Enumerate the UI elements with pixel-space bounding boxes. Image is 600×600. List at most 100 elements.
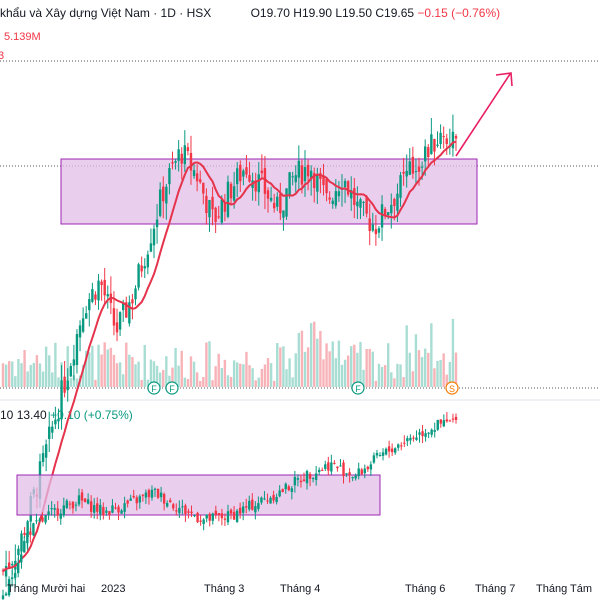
volume-bar — [331, 341, 334, 387]
candle-body — [115, 322, 119, 333]
candle-body — [353, 188, 356, 205]
event-marker-letter: S — [449, 384, 455, 394]
candle-body — [112, 308, 116, 326]
volume-bar — [51, 372, 54, 387]
sub-candle-body — [50, 508, 53, 510]
volume-bar — [451, 318, 455, 387]
sub-candle-body — [7, 579, 11, 596]
candle-body — [72, 359, 76, 366]
candle-body — [211, 196, 214, 210]
sub-candle-body — [269, 497, 272, 504]
candle-body — [63, 376, 66, 393]
candle-body — [325, 178, 328, 194]
volume-bar — [414, 334, 418, 387]
volume-bar — [23, 350, 26, 387]
volume-bar — [186, 378, 190, 387]
sub-candle-body — [102, 507, 105, 516]
volume-bar — [371, 351, 374, 387]
volume-bar — [29, 364, 32, 387]
sub-candle-body — [251, 499, 254, 510]
sub-candle-body — [138, 496, 142, 503]
volume-bar — [393, 378, 396, 387]
volume-bar — [236, 362, 239, 387]
sub-candle-body — [333, 462, 336, 464]
candle-body — [387, 212, 390, 216]
sub-candle-body — [44, 515, 47, 523]
candle-body — [362, 201, 365, 203]
sub-candle-body — [357, 468, 360, 477]
sub-candle-body — [23, 540, 26, 553]
candle-body — [454, 136, 458, 139]
candle-body — [322, 175, 325, 186]
sub-candle-body — [126, 500, 129, 504]
volume-bar — [417, 350, 421, 387]
candle-body — [158, 189, 162, 216]
volume-bar — [146, 379, 150, 387]
candle-body — [331, 200, 334, 204]
forecast-arrow[interactable] — [455, 72, 513, 157]
range-box-sub[interactable] — [16, 474, 381, 516]
candle-body — [427, 147, 430, 158]
volume-bar — [7, 361, 11, 387]
event-marker[interactable] — [351, 381, 365, 395]
sub-candles — [1, 412, 458, 600]
candle-body — [229, 183, 233, 199]
volume-bar — [208, 341, 211, 387]
sub-candle-body — [400, 445, 403, 447]
volume-bar — [165, 356, 168, 387]
sub-candle-body — [108, 511, 111, 516]
volume-bar — [350, 346, 353, 387]
volume-bar — [35, 355, 39, 387]
sub-candle-body — [38, 519, 41, 521]
volume-bar — [411, 371, 415, 387]
sub-candle-body — [71, 501, 75, 509]
sub-candle-body — [254, 506, 257, 513]
event-marker[interactable] — [165, 381, 179, 395]
candle-body — [297, 160, 301, 178]
volume-bar — [220, 367, 223, 387]
sub-candle-body — [214, 510, 218, 515]
sub-candle-body — [317, 469, 321, 473]
sub-candle-body — [287, 486, 290, 491]
sub-candle-body — [153, 488, 157, 490]
sub-candle-body — [445, 419, 449, 422]
candle-body — [365, 196, 368, 214]
symbol-title[interactable]: khẩu và Xây dựng Việt Nam · 1D · HSX — [0, 6, 212, 20]
candle-body — [433, 138, 436, 152]
volume-label: 5.139M — [4, 31, 41, 43]
candle-body — [420, 166, 424, 168]
volume-bar — [322, 359, 325, 387]
event-marker[interactable] — [445, 381, 459, 395]
volume-bar — [118, 362, 122, 387]
volume-bar — [137, 361, 140, 387]
volume-bar — [174, 347, 177, 387]
sub-candle-body — [65, 500, 69, 508]
sub-candle-body — [93, 505, 96, 513]
volume-bar — [17, 358, 20, 387]
volume-bar — [282, 346, 285, 387]
volume-bar — [303, 351, 307, 387]
volume-bar — [436, 361, 439, 387]
candle-body — [451, 131, 455, 149]
sub-candle-body — [120, 510, 123, 514]
candle-body — [118, 312, 122, 330]
candle-body — [199, 179, 202, 183]
volume-bar — [94, 379, 97, 387]
sub-candle-body — [150, 489, 154, 498]
volume-bar — [254, 380, 257, 387]
sub-candle-body — [336, 466, 339, 469]
volume-bar — [365, 349, 368, 387]
candle-body — [125, 302, 128, 318]
candle-body — [436, 144, 439, 146]
event-marker[interactable] — [147, 381, 161, 395]
sub-candle-body — [62, 505, 66, 516]
candle-body — [445, 138, 448, 145]
moving-average-line — [2, 140, 457, 573]
volume-bar — [229, 376, 233, 387]
volume-bar — [69, 377, 72, 387]
candle-body — [44, 444, 48, 458]
candle-body — [91, 289, 94, 302]
x-label-1: 2023 — [101, 583, 125, 595]
candle-body — [334, 191, 338, 206]
